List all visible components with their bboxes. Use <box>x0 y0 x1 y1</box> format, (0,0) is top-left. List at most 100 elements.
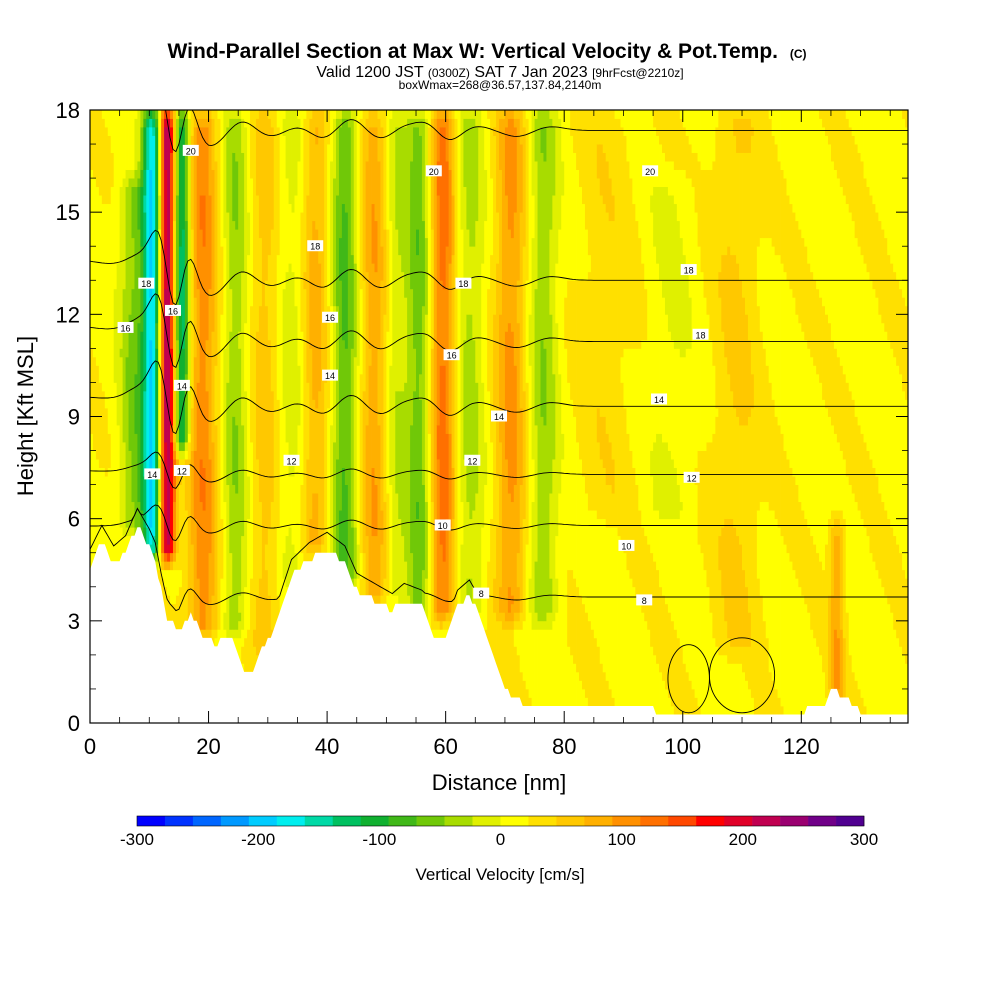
velocity-cell <box>801 595 805 723</box>
velocity-cell <box>170 552 174 562</box>
velocity-cell <box>119 356 123 528</box>
velocity-cell <box>152 118 156 128</box>
velocity-cell <box>830 161 835 341</box>
velocity-cell <box>451 195 455 256</box>
velocity-cell <box>247 110 251 213</box>
velocity-cell <box>137 229 141 324</box>
velocity-cell <box>673 203 678 349</box>
velocity-cell <box>430 229 435 349</box>
velocity-cell <box>232 629 236 639</box>
velocity-cell <box>211 595 215 630</box>
colorbar-swatch <box>808 816 837 826</box>
velocity-cell <box>522 110 527 128</box>
velocity-cell <box>510 118 515 239</box>
svg-text:14: 14 <box>147 470 157 480</box>
valid-prefix: Valid 1200 JST <box>316 64 424 81</box>
theta-contours <box>90 110 908 714</box>
velocity-cell <box>570 135 574 281</box>
title-mark: (C) <box>790 47 807 61</box>
velocity-cell <box>335 305 340 460</box>
velocity-cell <box>413 390 417 605</box>
velocity-cell <box>656 510 660 571</box>
velocity-cell <box>863 527 867 707</box>
velocity-cell <box>667 110 672 162</box>
velocity-cell <box>436 161 441 196</box>
velocity-cell <box>362 390 367 554</box>
velocity-cell <box>739 425 743 545</box>
velocity-cell <box>430 110 435 119</box>
velocity-cell <box>110 186 115 681</box>
velocity-cell <box>620 544 624 723</box>
velocity-cell <box>247 254 251 477</box>
velocity-cell <box>581 280 586 477</box>
velocity-cell <box>466 118 470 230</box>
velocity-cell <box>513 629 518 647</box>
velocity-cell <box>694 212 698 468</box>
velocity-cell <box>872 110 876 205</box>
contour-label: 14 <box>651 393 668 405</box>
velocity-cell <box>742 297 746 426</box>
velocity-cell <box>504 195 509 332</box>
velocity-cell <box>860 110 864 162</box>
velocity-cell <box>140 331 144 511</box>
velocity-cell <box>383 229 387 315</box>
velocity-cell <box>857 510 861 690</box>
velocity-cell <box>774 688 778 723</box>
velocity-cell <box>819 561 823 656</box>
velocity-cell <box>670 620 675 707</box>
colorbar-swatch <box>780 816 809 826</box>
contour-label: 16 <box>117 321 134 333</box>
velocity-cell <box>442 127 447 290</box>
velocity-cell <box>318 263 322 392</box>
velocity-cell <box>199 229 204 460</box>
velocity-cell <box>697 246 701 451</box>
velocity-cell <box>771 135 776 247</box>
velocity-cell <box>744 110 749 119</box>
velocity-cell <box>161 118 165 554</box>
velocity-cell <box>584 280 589 494</box>
velocity-cell <box>866 186 870 273</box>
velocity-cell <box>267 254 272 341</box>
velocity-cell <box>807 527 811 613</box>
velocity-cell <box>682 169 687 256</box>
velocity-cell <box>780 433 784 537</box>
velocity-cell <box>335 110 340 119</box>
terrain <box>90 527 908 723</box>
velocity-cell <box>676 518 681 639</box>
colorbar-swatch <box>192 816 222 826</box>
velocity-cell <box>721 654 725 723</box>
velocity-cell <box>822 127 826 307</box>
x-axis-label: Distance [nm] <box>432 770 567 795</box>
velocity-cell <box>605 680 610 723</box>
velocity-cell <box>374 595 378 605</box>
velocity-cell <box>196 110 201 119</box>
velocity-cell <box>670 195 675 341</box>
velocity-cell <box>448 118 452 170</box>
velocity-cell <box>170 459 174 468</box>
velocity-cell <box>573 578 577 664</box>
velocity-cell <box>798 586 802 723</box>
velocity-cell <box>255 195 260 332</box>
velocity-cell <box>688 144 693 179</box>
theta-closed-contour <box>708 637 776 714</box>
velocity-cell <box>389 110 393 119</box>
velocity-cell <box>620 382 624 545</box>
velocity-cell <box>235 110 239 119</box>
velocity-cell <box>184 373 189 443</box>
chart-title: Wind-Parallel Section at Max W: Vertical… <box>167 40 806 63</box>
velocity-cell <box>196 578 201 630</box>
velocity-cell <box>472 246 476 341</box>
velocity-cell <box>685 348 690 673</box>
velocity-cell <box>137 110 141 162</box>
velocity-cell <box>564 297 568 349</box>
velocity-cell <box>587 254 592 273</box>
velocity-cell <box>626 569 630 723</box>
velocity-cell <box>504 620 509 630</box>
velocity-cell <box>410 118 414 162</box>
velocity-cell <box>170 348 174 426</box>
velocity-cell <box>789 110 793 205</box>
velocity-cell <box>531 459 535 503</box>
velocity-cell <box>662 518 666 596</box>
velocity-cell <box>164 127 168 170</box>
velocity-cell <box>902 569 906 656</box>
